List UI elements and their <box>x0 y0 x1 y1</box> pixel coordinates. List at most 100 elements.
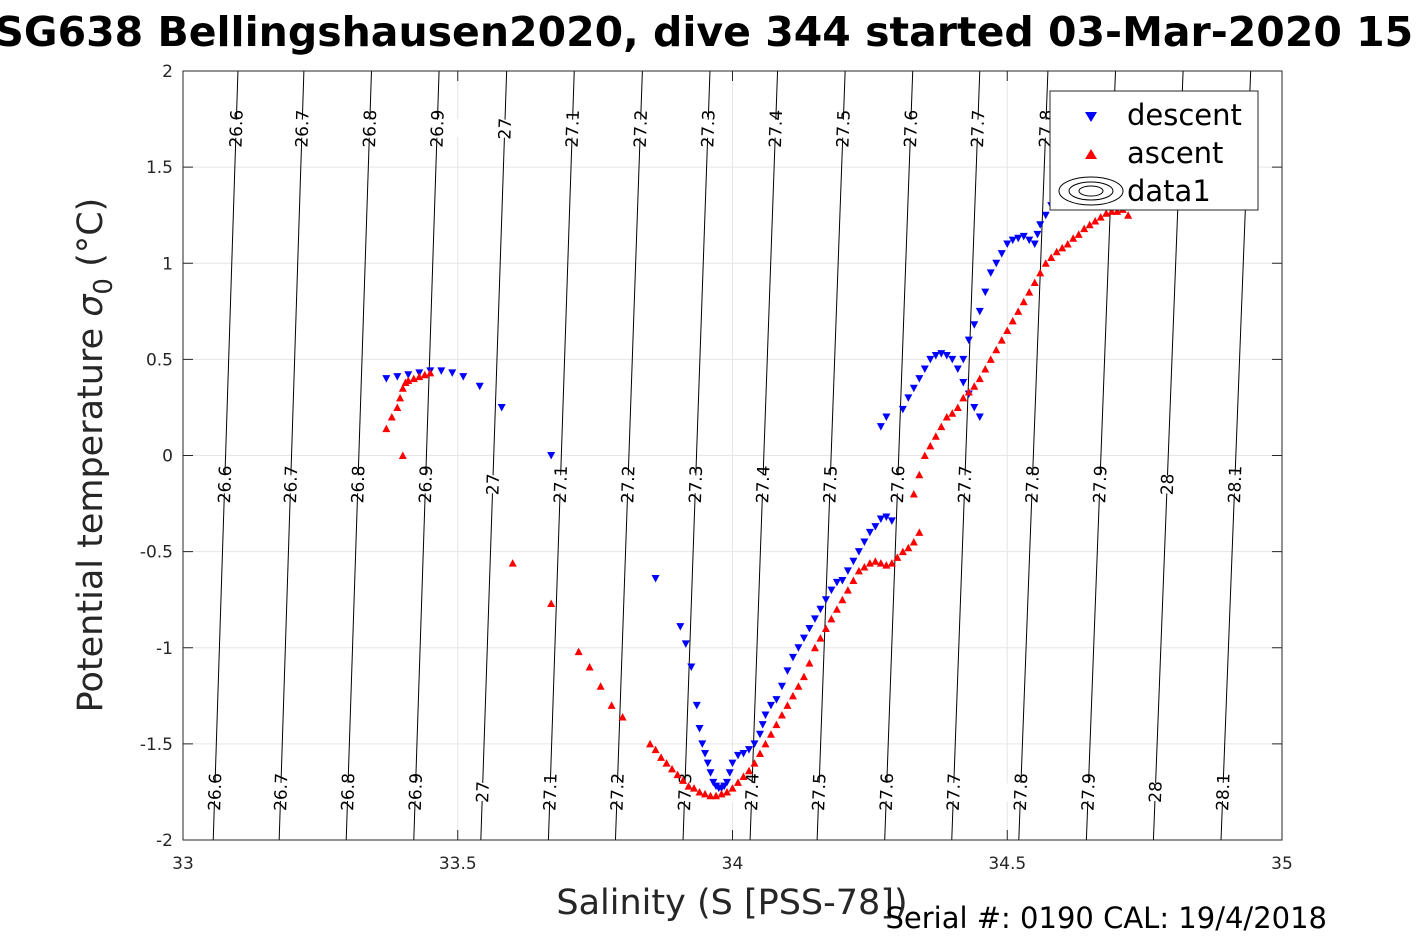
ascent-point <box>596 682 605 690</box>
descent-point <box>788 653 797 662</box>
ascent-point <box>393 403 402 411</box>
x-tick-label: 35 <box>1271 854 1293 874</box>
ascent-point <box>1080 224 1089 233</box>
isopycnal-line <box>614 71 643 840</box>
ascent-point <box>964 388 973 396</box>
isopycnal-label: 27.2 <box>607 773 628 812</box>
ascent-point <box>926 441 935 450</box>
isopycnal-label-gap <box>482 118 528 139</box>
ascent-point <box>398 384 407 392</box>
descent-point <box>816 605 825 614</box>
descent-point <box>695 724 704 733</box>
ascent-point <box>1052 247 1061 256</box>
descent-point <box>832 578 841 587</box>
isopycnal-label-gap <box>258 782 303 802</box>
descent-point <box>964 336 973 345</box>
ascent-point <box>1113 207 1122 215</box>
descent-point <box>692 701 701 710</box>
ascent-point <box>662 759 671 767</box>
isopycnal-label: 27.7 <box>968 109 989 148</box>
legend-data1-label: data1 <box>1127 174 1211 208</box>
descent-point <box>821 596 830 604</box>
ascent-point <box>810 643 819 652</box>
isopycnal-label: 26.7 <box>271 773 292 811</box>
ascent-point <box>1008 316 1017 325</box>
isopycnal-label-gap <box>393 782 438 802</box>
isopycnal-line <box>278 71 305 840</box>
ascent-point <box>657 753 666 761</box>
ascent-point <box>396 393 405 402</box>
isopycnal-line <box>480 71 508 840</box>
ascent-point <box>860 563 869 571</box>
isopycnal-line <box>884 71 914 840</box>
ascent-point <box>646 739 655 748</box>
descent-point <box>739 749 748 758</box>
ascent-point <box>712 791 721 800</box>
ascent-point <box>387 413 396 421</box>
descent-point <box>1008 236 1017 245</box>
isopycnal-label: 27.7 <box>944 773 965 812</box>
ascent-point <box>1041 259 1050 267</box>
isopycnal-label-gap <box>931 782 976 802</box>
descent-point <box>876 423 885 431</box>
descent-point <box>459 373 468 381</box>
descent-point <box>687 663 696 671</box>
ascent-point <box>838 595 847 604</box>
descent-point <box>799 634 808 643</box>
ascent-point <box>409 374 418 383</box>
descent-point <box>448 369 457 377</box>
ascent-point <box>1069 234 1078 242</box>
ascent-point <box>915 470 924 479</box>
descent-point <box>953 365 962 373</box>
descent-point <box>805 625 814 633</box>
isopycnal-label-gap <box>955 118 1000 139</box>
descent-point <box>882 413 891 422</box>
ascent-point <box>1107 207 1116 215</box>
descent-point <box>681 640 690 648</box>
descent-point <box>975 307 984 316</box>
isopycnal-label-gap <box>729 782 775 802</box>
descent-point <box>920 365 929 373</box>
ascent-point <box>426 368 435 377</box>
ascent-point <box>1085 220 1094 229</box>
descent-point <box>975 413 984 422</box>
serial-calibration-text: Serial #: 0190 CAL: 19/4/2018 <box>885 901 1327 935</box>
y-tick-label: 1 <box>162 254 173 274</box>
ascent-point <box>942 413 951 421</box>
descent-point <box>733 751 742 760</box>
isopycnal-line <box>345 71 372 840</box>
legend-ascent-label: ascent <box>1127 136 1223 170</box>
isopycnal-label: 28.1 <box>1213 773 1234 812</box>
isopycnal-label-gap <box>279 118 325 139</box>
descent-point <box>937 350 946 358</box>
descent-point <box>772 696 781 704</box>
isopycnal-label-gap <box>538 474 583 495</box>
ascent-point <box>821 624 830 633</box>
isopycnal-label-gap <box>864 782 909 802</box>
isopycnal-label: 27.3 <box>675 773 696 812</box>
y-tick-label: 2 <box>162 62 173 82</box>
y-axis-label-unit: (°C) <box>71 198 111 278</box>
descent-point <box>992 259 1001 268</box>
ascent-point <box>915 528 924 536</box>
isopycnal-label-gap <box>942 474 988 495</box>
descent-point <box>703 759 712 768</box>
isopycnal-label-gap <box>470 474 516 495</box>
isopycnal-label-gap <box>673 474 718 495</box>
x-axis-label: Salinity (S [PSS-78]) <box>556 883 907 923</box>
isopycnal-label-gap <box>550 118 595 139</box>
isopycnal-line <box>816 71 846 840</box>
legend-box <box>1049 90 1259 211</box>
descent-point <box>766 701 775 710</box>
isopycnal-label: 27.8 <box>1023 465 1044 504</box>
isopycnal-label-gap <box>460 782 505 802</box>
descent-point <box>843 567 852 575</box>
descent-point <box>827 586 836 595</box>
ascent-point <box>871 557 880 565</box>
isopycnal-label: 26.9 <box>416 465 437 503</box>
isopycnal-label: 27.6 <box>877 773 898 812</box>
descent-point <box>1003 240 1012 249</box>
ascent-point <box>970 382 979 390</box>
descent-point <box>871 523 880 531</box>
